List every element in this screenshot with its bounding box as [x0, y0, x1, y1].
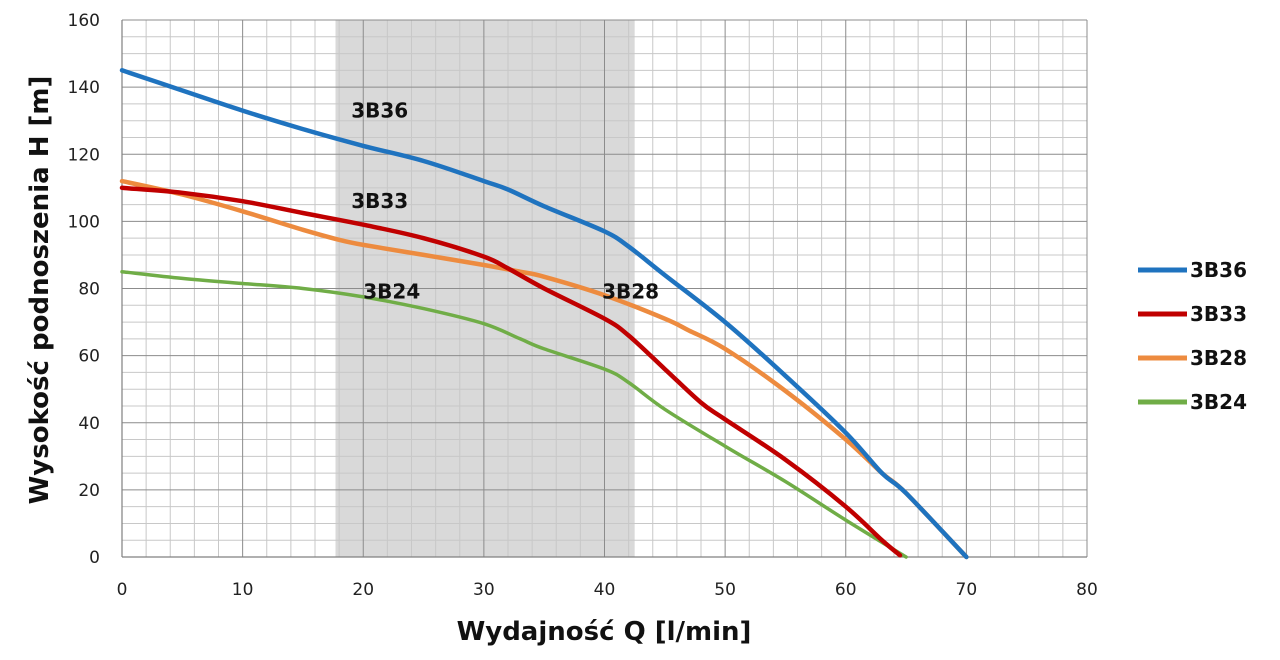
annotation-3b33: 3B33: [351, 189, 408, 213]
y-tick-label: 80: [78, 280, 100, 300]
x-tick-label: 10: [232, 580, 254, 600]
series-layer: [119, 68, 969, 560]
annotation-3b24: 3B24: [363, 280, 420, 304]
x-tick-label: 0: [117, 580, 128, 600]
series-line-3b24: [120, 269, 908, 559]
legend: 3B36 3B33 3B28 3B24: [1138, 258, 1247, 414]
y-tick-label: 0: [89, 548, 100, 568]
annotation-3b28: 3B28: [602, 280, 659, 304]
annotation-3b36: 3B36: [351, 98, 408, 122]
y-tick-labels: 0 20 40 60 80 100 120 140 160: [68, 11, 100, 568]
legend-label-3b33: 3B33: [1190, 302, 1247, 326]
series-line-3b36: [119, 68, 969, 560]
legend-label-3b24: 3B24: [1190, 390, 1247, 414]
y-axis-title: Wysokość podnoszenia H [m]: [25, 76, 55, 505]
x-tick-label: 40: [594, 580, 616, 600]
y-tick-label: 20: [78, 481, 100, 501]
series-line-3b28: [119, 178, 969, 560]
x-tick-label: 80: [1076, 580, 1098, 600]
y-tick-label: 60: [78, 347, 100, 367]
legend-label-3b28: 3B28: [1190, 346, 1247, 370]
x-tick-label: 50: [714, 580, 736, 600]
x-tick-label: 20: [352, 580, 374, 600]
x-tick-labels: 0 10 20 30 40 50 60 70 80: [117, 580, 1098, 600]
plot-frame: [121, 20, 1087, 558]
legend-label-3b36: 3B36: [1190, 258, 1247, 282]
annotation-layer: 3B36 3B33 3B24 3B28: [351, 98, 659, 303]
series-line-3b33: [119, 185, 903, 558]
y-tick-label: 120: [68, 145, 100, 165]
y-tick-label: 140: [68, 78, 100, 98]
y-tick-label: 160: [68, 11, 100, 31]
y-tick-label: 40: [78, 414, 100, 434]
y-tick-label: 100: [68, 212, 100, 232]
x-tick-label: 60: [835, 580, 857, 600]
x-axis-title: Wydajność Q [l/min]: [457, 617, 752, 647]
x-tick-label: 70: [956, 580, 978, 600]
x-tick-label: 30: [473, 580, 495, 600]
